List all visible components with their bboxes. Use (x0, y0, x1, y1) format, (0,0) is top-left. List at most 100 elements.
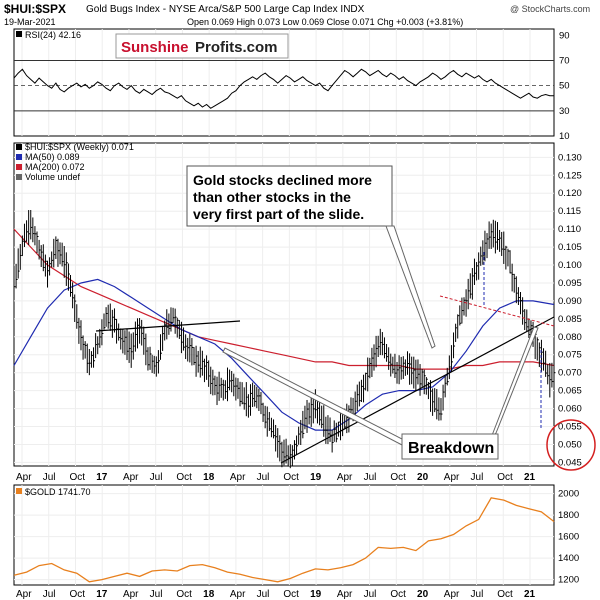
chart-symbol: $HUI:$SPX (4, 2, 66, 16)
price-y-tick-label: 0.120 (558, 188, 582, 199)
price-x-tick-label: Oct (390, 472, 406, 483)
gold-panel-frame (13, 484, 555, 586)
watermark: @ StockCharts.com (510, 4, 590, 14)
gold-x-tick-label: 19 (310, 589, 322, 600)
price-bars (13, 209, 556, 469)
legend-swatch (16, 164, 22, 170)
price-x-tick-label: 20 (417, 472, 429, 483)
gold-x-tick-label: Oct (390, 589, 406, 600)
price-y-ticks: 0.130 0.125 0.120 0.115 0.110 0.105 0.100 0.095… (558, 152, 582, 468)
gold-x-tick-label: 17 (96, 589, 108, 600)
rsi-y-ticks: 90 70 50 30 10 (559, 30, 570, 142)
gold-x-tick-label: 20 (417, 589, 429, 600)
callout-arrow (385, 225, 436, 349)
price-y-tick-label: 0.075 (558, 350, 582, 361)
gold-x-tick-label: 21 (524, 589, 536, 600)
price-x-tick-label: Apr (16, 472, 32, 483)
callout-text-line-2: than other stocks in the (193, 189, 351, 205)
rsi-y-tick-label: 10 (559, 131, 570, 142)
price-x-tick-label: Jul (43, 472, 56, 483)
legend-swatch (16, 144, 22, 150)
price-x-tick-label: Apr (444, 472, 460, 483)
price-y-tick-label: 0.090 (558, 296, 582, 307)
price-gridlines (14, 143, 554, 466)
price-y-tick-label: 0.110 (558, 224, 581, 235)
price-y-tick-label: 0.100 (558, 260, 582, 271)
callout-text-line-1: Gold stocks declined more (193, 172, 372, 188)
ma50-line (13, 278, 555, 431)
price-x-tick-label: 19 (310, 472, 322, 483)
gold-x-tick-label: Jul (257, 589, 270, 600)
breakdown-label: Breakdown (408, 440, 494, 457)
gold-x-tick-label: Jul (471, 589, 484, 600)
legend-entry: MA(200) 0.072 (25, 162, 85, 172)
gold-x-tick-label: Apr (16, 589, 32, 600)
price-x-tick-label: Apr (337, 472, 353, 483)
gold-x-tick-label: Apr (337, 589, 353, 600)
price-y-tick-label: 0.065 (558, 386, 582, 397)
gold-gridlines (14, 485, 554, 585)
gold-legend-swatch (16, 488, 22, 494)
chart-description: Gold Bugs Index - NYSE Arca/S&P 500 Larg… (86, 4, 365, 15)
price-x-tick-label: Apr (123, 472, 139, 483)
legend-entry: $HUI:$SPX (Weekly) 0.071 (25, 142, 134, 152)
price-y-tick-label: 0.060 (558, 404, 582, 415)
callout-text-line-3: very first part of the slide. (193, 206, 364, 222)
rsi-reference-lines (14, 59, 554, 112)
gold-x-tick-label: 18 (203, 589, 215, 600)
legend-swatch (16, 174, 22, 180)
rsi-y-tick-label: 90 (559, 30, 570, 41)
chart-date: 19-Mar-2021 (4, 17, 56, 27)
price-y-tick-label: 0.070 (558, 368, 582, 379)
gold-x-tick-label: Jul (364, 589, 377, 600)
gold-x-tick-label: Oct (69, 589, 85, 600)
legend-entry: MA(50) 0.089 (25, 152, 80, 162)
price-y-tick-label: 0.105 (558, 242, 582, 253)
price-y-tick-label: 0.045 (558, 457, 582, 468)
gold-title: $GOLD 1741.70 (25, 487, 91, 497)
rsi-y-tick-label: 70 (559, 55, 570, 66)
rsi-legend-swatch (16, 31, 22, 37)
gold-y-tick-label: 2000 (558, 489, 579, 500)
legend-entry: Volume undef (25, 172, 81, 182)
price-x-tick-label: Oct (69, 472, 85, 483)
rsi-title: RSI(24) 42.16 (25, 30, 81, 40)
trendlines (95, 252, 555, 464)
ohlc-readout: Open 0.069 High 0.073 Low 0.069 Close 0.… (187, 17, 463, 27)
price-x-tick-label: 17 (96, 472, 108, 483)
price-y-tick-label: 0.080 (558, 332, 582, 343)
price-x-tick-label: Oct (283, 472, 299, 483)
price-y-tick-label: 0.115 (558, 206, 581, 217)
highlight-circle (546, 419, 596, 471)
gold-y-tick-label: 1600 (558, 532, 579, 543)
price-y-tick-label: 0.055 (558, 422, 582, 433)
price-x-tick-label: 18 (203, 472, 215, 483)
gold-y-tick-label: 1200 (558, 575, 579, 586)
legend-swatch (16, 154, 22, 160)
price-x-tick-label: Jul (150, 472, 163, 483)
price-y-tick-label: 0.130 (558, 152, 582, 163)
gold-x-tick-label: Apr (230, 589, 246, 600)
gold-x-tick-label: Jul (43, 589, 56, 600)
gold-y-tick-label: 1800 (558, 510, 579, 521)
price-x-axis-labels: Apr Jul Oct 17 Apr Jul Oct 18 Apr Jul Oct 19 Apr Jul O… (16, 472, 536, 483)
gold-x-tick-label: Oct (497, 589, 513, 600)
rising-support-line (280, 316, 555, 464)
gold-x-tick-label: Jul (150, 589, 163, 600)
gold-x-axis-labels: Apr Jul Oct 17 Apr Jul Oct 18 Apr Jul Oct 19 Apr Jul O… (16, 589, 536, 600)
gold-x-tick-label: Apr (444, 589, 460, 600)
rsi-y-tick-label: 30 (559, 106, 570, 117)
price-x-tick-label: Apr (230, 472, 246, 483)
price-x-tick-label: Oct (176, 472, 192, 483)
price-y-tick-label: 0.085 (558, 314, 582, 325)
breakdown-box (401, 433, 499, 460)
rsi-y-tick-label: 50 (559, 81, 570, 92)
price-x-tick-label: Jul (364, 472, 377, 483)
price-y-tick-label: 0.050 (558, 439, 582, 450)
annotation-callout: Gold stocks declined more than other sto… (186, 165, 393, 227)
support-line-2017 (95, 320, 241, 332)
gold-price-line (13, 497, 555, 583)
